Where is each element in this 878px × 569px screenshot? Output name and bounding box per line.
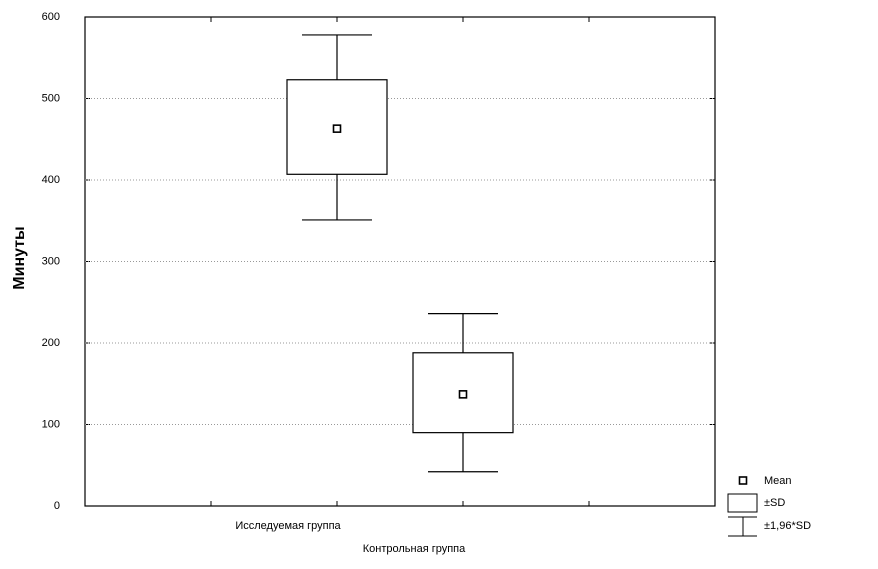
y-axis-label: Минуты (11, 226, 28, 289)
legend-sd-icon (727, 493, 758, 513)
mean-marker (458, 390, 468, 399)
legend-label: Mean (764, 475, 792, 487)
y-tick-label: 300 (42, 255, 60, 267)
y-tick-label: 600 (42, 11, 60, 23)
mean-marker (332, 124, 342, 133)
y-tick-label: 0 (54, 500, 60, 512)
y-tick-label: 400 (42, 174, 60, 186)
legend-mean-icon (738, 476, 748, 485)
x-tick-label: Исследуемая группа (235, 520, 341, 532)
y-tick-label: 200 (42, 337, 60, 349)
y-tick-label: 100 (42, 418, 60, 430)
legend-label: ±SD (764, 497, 785, 509)
legend-label: ±1,96*SD (764, 520, 811, 532)
y-tick-label: 500 (42, 92, 60, 104)
x-tick-label: Контрольная группа (363, 543, 466, 555)
